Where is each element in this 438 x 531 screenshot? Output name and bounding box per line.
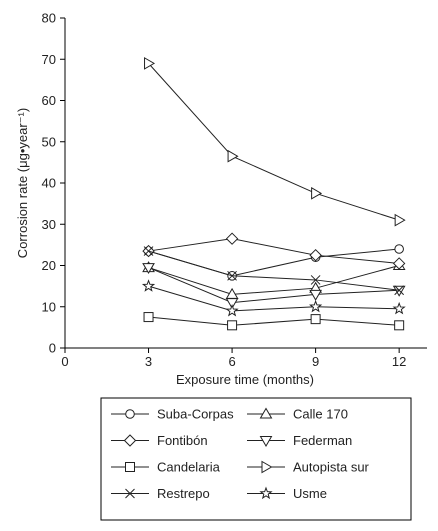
series-line [148, 316, 400, 326]
legend-item: Usme [247, 486, 327, 501]
data-point [311, 186, 323, 200]
data-point [392, 301, 406, 315]
data-point [143, 246, 154, 256]
legend-label: Autopista sur [293, 460, 370, 475]
data-point [394, 244, 404, 254]
data-point [227, 149, 239, 163]
legend-label: Restrepo [157, 486, 210, 501]
y-axis-label: Corrosion rate (μg•year⁻¹) [15, 108, 30, 258]
legend-item: Autopista sur [247, 460, 370, 475]
legend-marker [123, 434, 137, 447]
y-tick-label: 60 [42, 93, 56, 108]
series-line [148, 267, 400, 304]
x-tick-label: 6 [228, 354, 235, 369]
legend-item: Fontibón [111, 433, 208, 448]
data-point [142, 263, 155, 275]
series-federman [142, 263, 406, 310]
legend-marker [259, 407, 273, 419]
data-point [394, 285, 405, 296]
y-tick-label: 20 [42, 258, 56, 273]
data-point [309, 299, 323, 313]
series-line [148, 265, 400, 295]
data-point [225, 232, 239, 245]
series-restrepo [143, 246, 405, 296]
data-point [392, 285, 406, 297]
series-fontib-n [142, 232, 406, 270]
data-point [394, 213, 406, 227]
legend-box [100, 397, 412, 521]
data-point [310, 275, 321, 285]
x-tick-label: 12 [392, 354, 406, 369]
y-tick-label: 0 [49, 341, 56, 356]
legend-label: Calle 170 [293, 407, 348, 422]
legend-item: Calle 170 [247, 407, 348, 422]
x-axis: 0 3 6 9 12 [61, 347, 427, 369]
data-point [394, 320, 405, 331]
data-point [227, 270, 237, 281]
data-point [309, 289, 322, 301]
x-tick-label: 9 [312, 354, 319, 369]
legend-label: Fontibón [157, 433, 208, 448]
legend-label: Usme [293, 486, 327, 501]
data-point [144, 57, 156, 70]
series-line [148, 285, 400, 312]
x-tick-label: 3 [145, 354, 152, 369]
series-calle-170 [142, 259, 406, 299]
legend-marker [259, 436, 273, 447]
y-tick-label: 50 [42, 134, 56, 149]
series-line [148, 63, 400, 221]
y-tick-label: 70 [42, 52, 56, 67]
legend-label: Federman [293, 433, 352, 448]
plot-area [141, 57, 406, 331]
y-axis: 0 10 20 30 40 50 60 70 80 [42, 11, 66, 356]
legend-item: Federman [247, 433, 352, 448]
series-line [148, 250, 400, 291]
legend-item: Restrepo [111, 486, 210, 501]
legend-item: Candelaria [111, 460, 221, 475]
x-tick-label: 0 [61, 354, 68, 369]
legend-marker [125, 462, 135, 472]
data-point [141, 279, 156, 292]
data-point [227, 320, 238, 331]
y-tick-label: 40 [42, 176, 56, 191]
legend-label: Suba-Corpas [157, 407, 234, 422]
series-line [148, 238, 400, 264]
data-point [310, 314, 321, 325]
data-point [392, 257, 406, 270]
y-tick-label: 10 [42, 299, 56, 314]
legend-label: Candelaria [157, 460, 221, 475]
series-candelaria [143, 312, 405, 331]
x-axis-label: Exposure time (months) [176, 372, 314, 387]
data-point [309, 248, 322, 262]
legend: Suba-Corpas Calle 170 Fontibón Federman Cand… [100, 397, 412, 521]
series-usme [141, 279, 406, 317]
series-autopista-sur [144, 57, 406, 227]
data-point [225, 298, 239, 310]
legend-marker [125, 488, 135, 499]
legend-item: Suba-Corpas [111, 407, 234, 422]
legend-marker [259, 486, 273, 500]
legend-marker [261, 460, 273, 474]
data-point [225, 303, 239, 317]
y-tick-label: 80 [42, 11, 56, 26]
legend-marker [125, 409, 135, 419]
data-point [143, 312, 154, 323]
y-tick-label: 30 [42, 217, 56, 232]
